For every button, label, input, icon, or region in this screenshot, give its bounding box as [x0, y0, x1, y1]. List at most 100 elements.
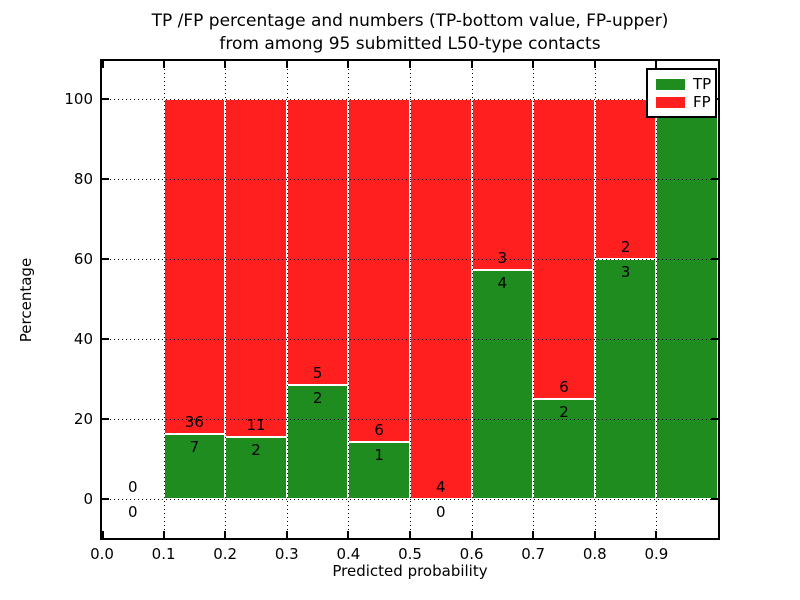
tp-count-label: 0: [128, 503, 138, 521]
legend-fp-swatch: [656, 96, 685, 108]
fp-count-label: 11: [246, 416, 266, 435]
x-tick-label: 0.9: [644, 545, 669, 563]
legend-fp-label: FP: [693, 93, 711, 111]
tp-count-label: 3: [620, 263, 631, 281]
v-gridline: [225, 61, 227, 538]
x-axis-label: Predicted probability: [332, 562, 488, 580]
y-tick-label: 80: [73, 170, 93, 188]
y-tick-mark-right: [711, 338, 718, 340]
y-tick-label: 60: [73, 250, 93, 268]
x-tick-mark-top: [224, 61, 227, 68]
x-tick-mark: [593, 531, 596, 538]
fp-bar: [225, 99, 287, 438]
x-tick-mark-top: [655, 61, 658, 68]
y-tick-mark: [102, 418, 109, 420]
legend-item-tp: TP: [656, 75, 711, 93]
y-tick-label: 20: [73, 410, 93, 428]
tp-count-label: 2: [559, 403, 569, 421]
x-tick-mark: [102, 531, 104, 538]
x-tick-mark-top: [102, 61, 104, 68]
x-tick-mark: [347, 531, 350, 538]
fp-bar: [286, 99, 349, 385]
tp-count-label: 2: [312, 388, 323, 407]
chart-title: TP /FP percentage and numbers (TP-bottom…: [110, 10, 710, 56]
x-tick-label: 0.2: [213, 545, 238, 563]
fp-bar: [471, 99, 534, 271]
fp-count-label: 6: [374, 420, 384, 439]
fp-count-label: 3: [497, 249, 508, 268]
v-gridline: [410, 61, 411, 538]
y-tick-label: 40: [73, 330, 93, 348]
tp-bar: [348, 441, 410, 499]
x-tick-mark-top: [285, 61, 288, 68]
tp-bar: [471, 270, 534, 499]
tp-count-label: 2: [251, 441, 261, 460]
v-gridline: [348, 61, 350, 538]
x-tick-mark: [532, 531, 535, 538]
tp-bar: [656, 99, 718, 499]
y-tick-mark: [102, 98, 109, 100]
x-tick-mark-top: [347, 61, 350, 68]
tp-count-label: 7: [189, 437, 200, 456]
x-tick-mark-top: [162, 61, 165, 68]
x-tick-mark-top: [470, 61, 473, 68]
v-gridline: [533, 61, 535, 538]
y-axis-label: Percentage: [17, 257, 35, 343]
x-tick-mark: [470, 531, 473, 538]
y-tick-mark-right: [711, 258, 718, 260]
fp-bar: [348, 99, 410, 442]
v-gridline: [163, 61, 165, 538]
x-tick-mark-top: [409, 61, 411, 68]
v-gridline: [594, 61, 596, 538]
fp-count-label: 4: [436, 478, 446, 496]
tp-count-label: 4: [497, 274, 508, 293]
fp-count-label: 5: [312, 363, 323, 382]
y-tick-label: 0: [83, 490, 93, 508]
legend-tp-label: TP: [693, 75, 712, 93]
fp-count-label: 6: [559, 378, 569, 396]
x-tick-mark: [655, 531, 658, 538]
legend-tp-swatch: [656, 78, 685, 90]
y-tick-mark: [102, 498, 109, 500]
fp-count-label: 2: [620, 238, 631, 256]
y-tick-mark-right: [711, 178, 718, 180]
x-tick-mark: [162, 531, 165, 538]
fp-bar: [163, 99, 226, 434]
x-tick-mark: [285, 531, 288, 538]
v-gridline: [656, 61, 658, 538]
fp-count-label: 36: [184, 412, 204, 431]
x-tick-label: 0.8: [582, 545, 607, 563]
x-tick-label: 0.3: [274, 545, 299, 563]
legend: TP FP: [646, 68, 717, 118]
tp-count-label: 1: [374, 445, 384, 464]
x-tick-label: 0.5: [398, 545, 422, 563]
fp-bar: [533, 99, 595, 399]
v-gridline: [471, 61, 473, 538]
x-tick-label: 0.6: [459, 545, 484, 563]
legend-item-fp: FP: [656, 93, 711, 111]
x-tick-mark: [224, 531, 227, 538]
chart-title-line1: TP /FP percentage and numbers (TP-bottom…: [151, 11, 669, 31]
tp-bar: [163, 433, 226, 499]
tp-bar: [594, 259, 657, 499]
x-tick-label: 0.0: [90, 545, 114, 563]
x-tick-label: 0.7: [521, 545, 546, 563]
x-tick-label: 0.1: [151, 545, 176, 563]
tp-count-label: 0: [436, 503, 446, 521]
x-tick-label: 0.4: [336, 545, 361, 563]
y-tick-mark-right: [711, 498, 718, 500]
x-tick-mark-top: [532, 61, 535, 68]
y-tick-mark: [102, 258, 109, 260]
fp-count-label: 0: [128, 478, 138, 496]
y-tick-mark: [102, 178, 109, 180]
y-tick-mark: [102, 338, 109, 340]
x-tick-mark-top: [593, 61, 596, 68]
v-gridline: [286, 61, 288, 538]
chart-title-line2: from among 95 submitted L50-type contact…: [219, 34, 601, 54]
tp-bar: [225, 437, 287, 499]
y-tick-mark-right: [711, 418, 718, 420]
y-tick-label: 100: [64, 90, 93, 108]
x-tick-mark: [409, 531, 411, 538]
